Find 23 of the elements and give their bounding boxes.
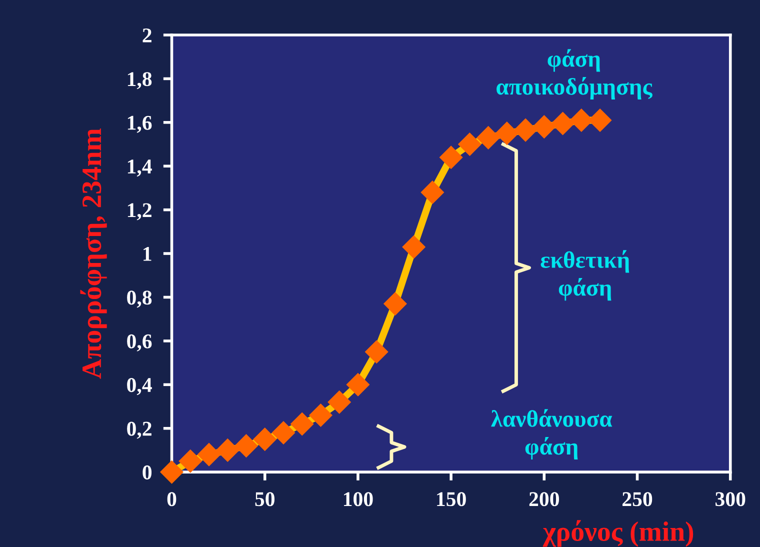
y-axis-title: Απορρόφηση, 234nm (80, 128, 107, 379)
y-tick-label: 0,6 (127, 334, 152, 352)
annotation: λανθάνουσα φάση (491, 409, 612, 460)
y-tick-label: 0,4 (127, 378, 152, 396)
y-tick-label: 1 (144, 247, 152, 261)
x-axis-title: χρόνος (min) (542, 520, 694, 547)
x-tick-label: 150 (437, 492, 466, 506)
x-tick-label: 300 (716, 492, 746, 506)
y-tick-label: 1,8 (128, 72, 152, 90)
y-tick-label: 0 (142, 465, 152, 480)
x-tick-label: 50 (255, 492, 274, 506)
annotation: εκθετική φάση (540, 250, 630, 301)
y-tick-label: 1,2 (128, 203, 152, 220)
y-tick-label: 1,4 (128, 160, 152, 177)
annotation: φάση αποικοδόμησης (496, 49, 652, 100)
x-tick-label: 0 (167, 492, 176, 506)
y-tick-label: 1,6 (128, 116, 152, 133)
x-tick-label: 250 (622, 492, 652, 506)
x-tick-label: 200 (529, 492, 559, 506)
y-tick-label: 2 (142, 28, 152, 42)
y-tick-label: 0,2 (127, 422, 152, 439)
x-tick-label: 100 (344, 492, 373, 506)
y-tick-label: 0,8 (127, 290, 152, 308)
